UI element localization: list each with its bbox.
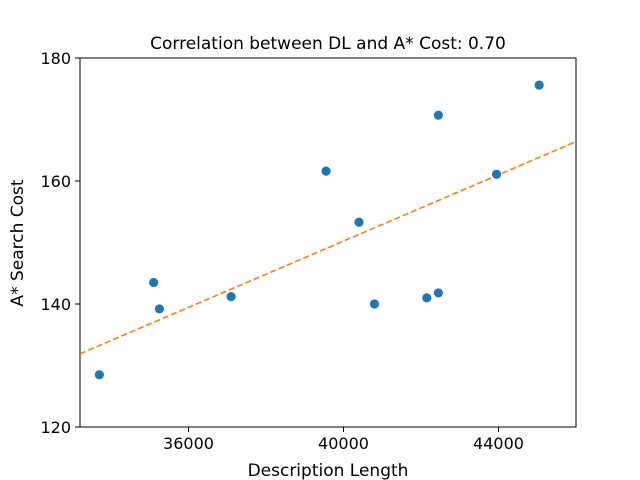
x-tick-label: 40000 xyxy=(318,434,369,453)
y-tick-label: 160 xyxy=(40,172,71,191)
data-point xyxy=(422,293,432,303)
plot-area xyxy=(79,57,577,428)
data-point xyxy=(433,110,444,120)
data-point xyxy=(433,288,444,298)
data-point xyxy=(226,292,236,302)
data-point xyxy=(94,370,104,380)
data-point xyxy=(369,299,380,309)
x-tick-label: 44000 xyxy=(473,434,524,453)
y-tick-label: 180 xyxy=(40,49,71,68)
data-point xyxy=(321,166,331,176)
data-point xyxy=(491,169,502,179)
data-point xyxy=(354,217,364,227)
y-tick-label: 140 xyxy=(40,295,71,314)
y-tick-label: 120 xyxy=(40,418,71,437)
data-point xyxy=(149,277,159,288)
axes-frame xyxy=(79,57,577,428)
ticks-layer: 36000 40000 44000 120 140 160 180 xyxy=(40,49,524,453)
data-point xyxy=(534,80,544,90)
chart-title: Correlation between DL and A* Cost: 0.70 xyxy=(150,34,506,54)
y-axis-label: A* Search Cost xyxy=(8,179,28,306)
x-axis-label: Description Length xyxy=(248,461,409,480)
data-point xyxy=(154,304,165,314)
x-tick-label: 36000 xyxy=(163,434,214,453)
points-layer xyxy=(94,80,544,380)
